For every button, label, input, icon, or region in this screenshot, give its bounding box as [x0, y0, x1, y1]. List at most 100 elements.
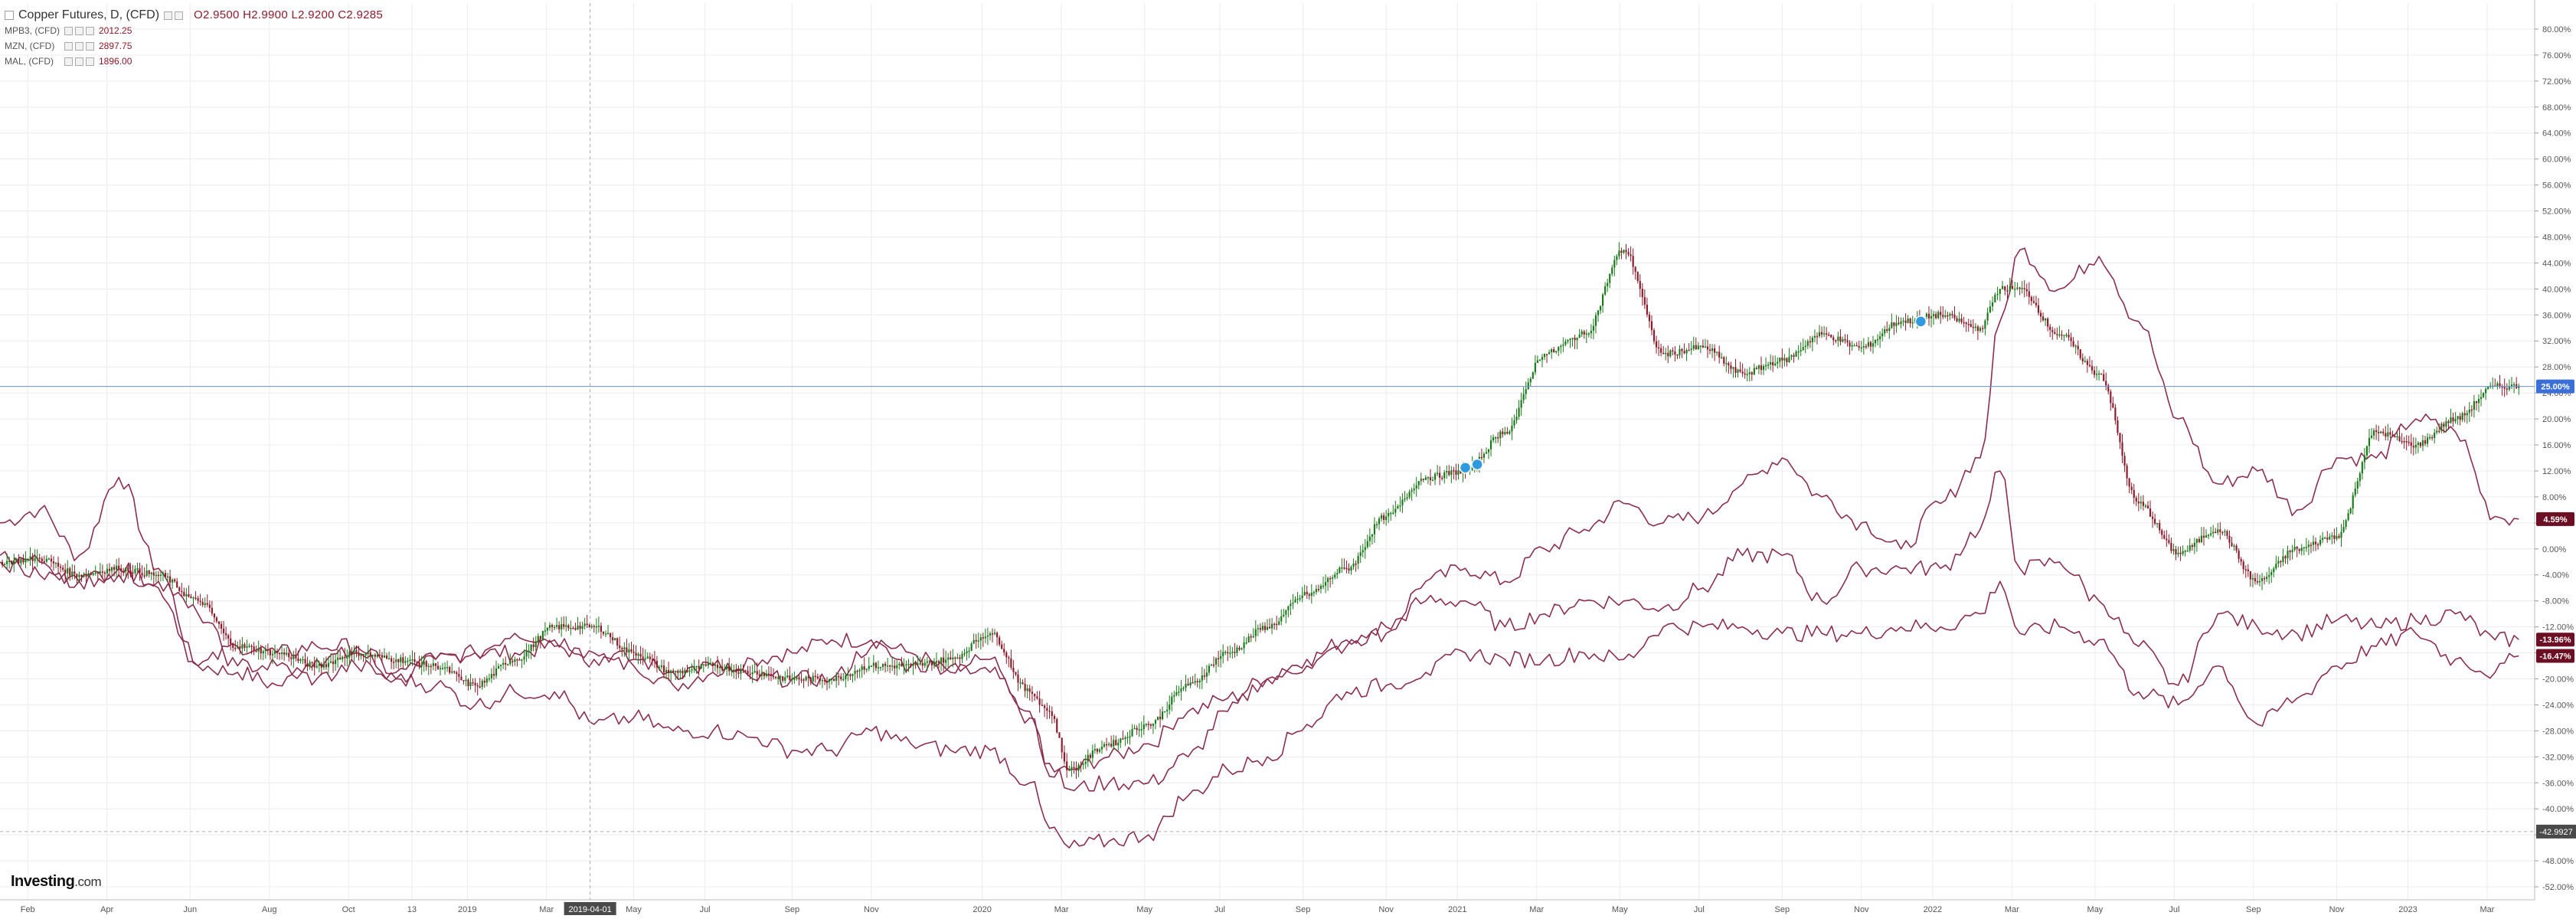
candle-body: [623, 647, 626, 650]
candle-body: [665, 669, 668, 673]
candle-body: [2086, 361, 2088, 365]
candle-body: [963, 653, 966, 655]
candle-body: [166, 576, 169, 578]
candle-body: [584, 623, 586, 626]
candle-body: [436, 665, 440, 669]
candle-body: [269, 650, 271, 656]
close-icon[interactable]: [175, 11, 184, 20]
candle-body: [2417, 443, 2419, 446]
candle-body: [353, 650, 355, 653]
candle-body: [174, 579, 176, 582]
settings-icon[interactable]: [75, 41, 83, 51]
candle-body: [2333, 535, 2336, 539]
candle-body: [2035, 302, 2038, 306]
candle-body: [1781, 358, 1783, 361]
candle-body: [2324, 538, 2326, 539]
candle-body: [2359, 473, 2361, 482]
collapse-icon[interactable]: [5, 11, 14, 20]
candle-body: [2419, 443, 2422, 446]
candle-body: [1439, 472, 1441, 478]
candle-body: [1578, 334, 1581, 338]
candle-body: [1802, 347, 1804, 351]
close-icon[interactable]: [86, 26, 94, 35]
candle-body: [199, 600, 201, 603]
close-icon[interactable]: [86, 41, 94, 51]
candle-body: [2340, 531, 2342, 538]
x-tick-label: Mar: [2005, 905, 2019, 914]
settings-icon[interactable]: [75, 26, 83, 35]
candle-body: [227, 635, 230, 639]
candle-body: [497, 665, 500, 669]
candle-body: [1502, 431, 1504, 435]
candle-body: [2121, 442, 2123, 456]
legend-main-row: Copper Futures, D, (CFD) O2.9500 H2.9900…: [5, 8, 383, 23]
candle-body: [1063, 752, 1066, 762]
candle-body: [1129, 736, 1131, 737]
candle-body: [1625, 250, 1627, 253]
candle-body: [2168, 540, 2170, 543]
candle-body: [2331, 535, 2333, 537]
candle-body: [456, 672, 458, 675]
settings-icon[interactable]: [75, 57, 83, 66]
candle-body: [1925, 313, 1928, 317]
candle-body: [2117, 420, 2119, 433]
candle-series: [1, 242, 2520, 780]
series-symbol[interactable]: MZN, (CFD): [5, 41, 55, 51]
candle-body: [1800, 350, 1802, 351]
candle-body: [959, 657, 961, 659]
candle-body: [1627, 252, 1630, 255]
candle-body: [716, 664, 719, 669]
candle-body: [2140, 502, 2142, 504]
candle-body: [74, 571, 76, 574]
candle-body: [823, 680, 826, 682]
candle-body: [1145, 724, 1147, 725]
candle-body: [297, 658, 299, 662]
candle-body: [1103, 744, 1106, 747]
candle-body: [1963, 322, 1965, 324]
eye-icon[interactable]: [64, 41, 73, 51]
close-icon[interactable]: [86, 57, 94, 66]
candle-body: [383, 656, 386, 658]
candle-body: [1327, 577, 1329, 583]
candle-body: [1760, 365, 1763, 370]
eye-icon[interactable]: [64, 57, 73, 66]
candle-body: [926, 661, 928, 663]
candle-body: [546, 627, 549, 631]
main-symbol-title[interactable]: Copper Futures, D, (CFD): [18, 8, 160, 21]
candle-body: [1839, 336, 1842, 342]
candle-body: [2319, 539, 2322, 545]
candle-body: [668, 669, 670, 673]
candle-body: [2095, 374, 2098, 375]
candle-body: [1061, 737, 1063, 753]
investing-logo[interactable]: Investing.com: [11, 873, 102, 891]
series-buttons: [64, 57, 94, 66]
candle-body: [2195, 538, 2198, 543]
candle-body: [1399, 505, 1401, 507]
candle-body: [1495, 437, 1497, 439]
candle-body: [1685, 349, 1688, 354]
candle-body: [318, 663, 320, 666]
candle-body: [1695, 345, 1697, 349]
candle-body: [1238, 647, 1241, 650]
candle-body: [1860, 347, 1862, 349]
candle-body: [190, 597, 192, 599]
candle-body: [1483, 453, 1486, 458]
candle-body: [1811, 337, 1813, 342]
candle-body: [1182, 688, 1185, 689]
candle-body: [283, 652, 286, 655]
candle-body: [15, 558, 18, 561]
candle-body: [234, 648, 237, 649]
eye-icon[interactable]: [64, 26, 73, 35]
candle-body: [411, 659, 414, 661]
settings-icon[interactable]: [164, 11, 173, 20]
series-symbol[interactable]: MPB3, (CFD): [5, 25, 60, 36]
candle-body: [192, 597, 195, 599]
series-symbol[interactable]: MAL, (CFD): [5, 56, 54, 67]
candle-body: [1043, 705, 1046, 708]
candle-body: [2466, 413, 2468, 416]
candle-body: [651, 659, 653, 661]
candle-body: [443, 667, 446, 669]
x-tick-label: 2020: [973, 905, 991, 914]
